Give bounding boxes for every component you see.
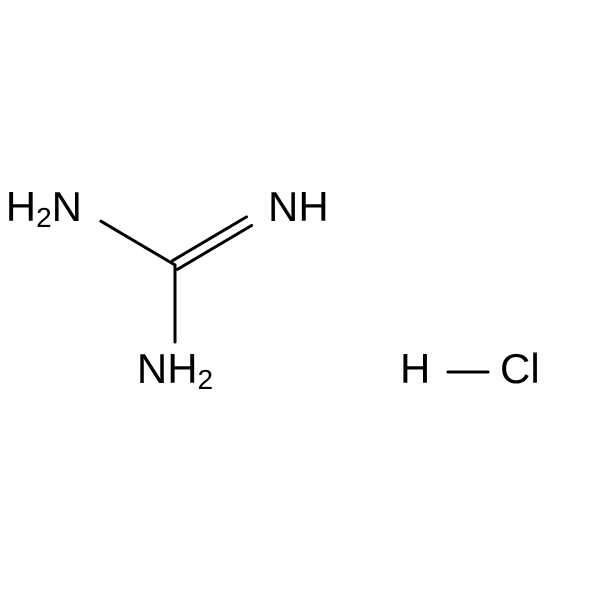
counterion-h: H <box>400 345 430 392</box>
atom-label: NH <box>268 183 329 230</box>
atom-label: NH2 <box>137 345 213 395</box>
bond-double <box>172 217 246 261</box>
atom-label: H2N <box>6 183 82 233</box>
counterion-cl: Cl <box>500 345 540 392</box>
bond-single <box>101 221 175 265</box>
bond-double <box>178 226 252 270</box>
chemical-structure-diagram: H2N NH NH2 H Cl <box>0 0 600 600</box>
